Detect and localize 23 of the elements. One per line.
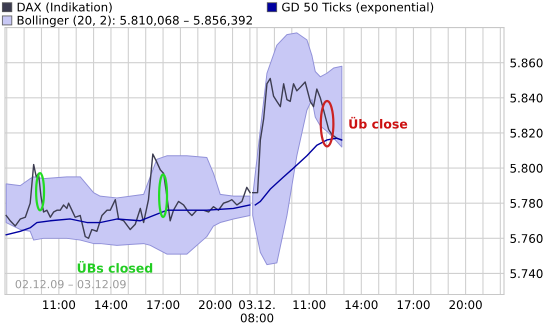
y-tick-label: 5.740: [510, 269, 543, 278]
x-tick-label: 20:00: [199, 300, 232, 310]
y-tick-label: 5.780: [510, 198, 543, 208]
annotation: Üb close: [349, 116, 408, 129]
legend-label: Bollinger (20, 2): 5.810,068 – 5.856,392: [18, 16, 252, 27]
annotation: ÜBs closed: [78, 261, 152, 273]
y-tick-label: 5.860: [510, 58, 543, 68]
y-tick-label: 5.840: [510, 94, 543, 102]
x-tick-label: 03.12. 08:00: [239, 300, 275, 322]
legend-label: DAX (Indikation): [18, 2, 112, 13]
x-tick-label: 14:00: [346, 300, 378, 310]
y-tick-label: 5.820: [510, 128, 543, 138]
annotation: 02.12.09 – 03.12.09: [16, 280, 126, 288]
x-tick-label: 11:00: [43, 300, 76, 310]
x-tick-label: 14:00: [95, 300, 128, 310]
x-tick-label: 11:00: [293, 300, 326, 310]
line-series: [254, 138, 342, 206]
y-tick-label: 5.760: [510, 234, 543, 243]
legend-label: GD 50 Ticks (exponential): [282, 2, 434, 14]
y-tick-label: 5.800: [510, 164, 543, 173]
x-tick-label: 20:00: [449, 300, 482, 310]
x-tick-label: 17:00: [398, 300, 430, 310]
x-tick-label: 17:00: [147, 300, 180, 310]
